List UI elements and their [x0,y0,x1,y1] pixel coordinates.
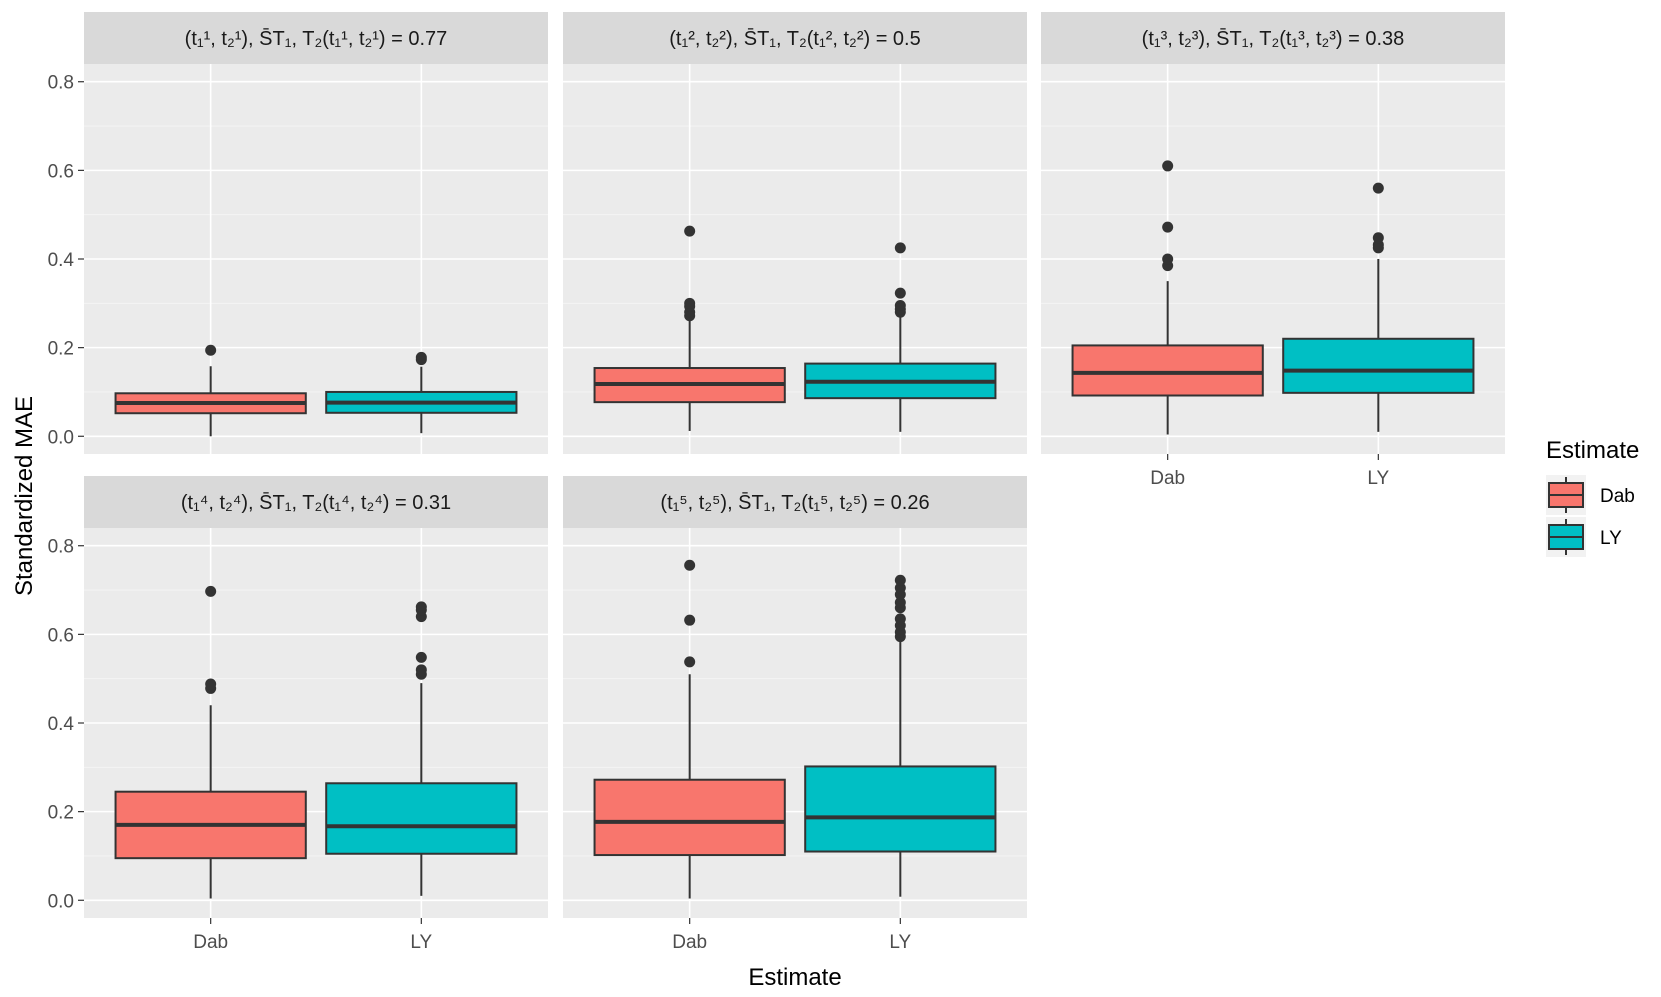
outlier-point [415,351,427,363]
outlier-point [684,614,696,626]
outlier-point [415,651,427,663]
legend: Estimate Dab LY [1546,437,1639,557]
outlier-point [1372,182,1384,194]
outlier-point [894,300,906,312]
y-tick-label: 0.0 [48,427,74,448]
legend-title: Estimate [1546,437,1639,464]
facet-strip [84,476,548,528]
facet-title: (t₁⁴, t₂⁴), S̄T₁, T₂(t₁⁴, t₂⁴) = 0.31 [181,491,451,514]
x-tick-label: Dab [672,932,707,953]
outlier-point [1162,253,1174,265]
box-ly [325,601,518,896]
legend-label: Dab [1600,486,1635,507]
y-tick-label: 0.4 [48,250,75,271]
box-body [593,778,786,857]
facet-title: (t₁¹, t₂¹), S̄T₁, T₂(t₁¹, t₂¹) = 0.77 [185,27,448,50]
box-body [325,782,518,855]
box-body [1071,344,1264,397]
box-ly [804,574,997,897]
outlier-point [894,582,906,594]
y-tick-label: 0.8 [48,73,74,94]
facet-title: (t₁³, t₂³), S̄T₁, T₂(t₁³, t₂³) = 0.38 [1142,27,1405,50]
outlier-point [205,585,217,597]
box-dab [114,585,307,899]
y-tick-label: 0.2 [48,339,74,360]
outlier-point [894,596,906,608]
outlier-point [894,287,906,299]
facet-panel-4: (t₁⁴, t₂⁴), S̄T₁, T₂(t₁⁴, t₂⁴) = 0.31 0.0… [48,476,548,953]
legend-label: LY [1600,528,1622,549]
x-tick-label: LY [889,932,911,953]
outlier-point [1162,221,1174,233]
facet-panel-1: (t₁¹, t₂¹), S̄T₁, T₂(t₁¹, t₂¹) = 0.77 0.0… [48,12,548,454]
x-tick-label: LY [1367,468,1389,489]
y-tick-label: 0.6 [48,161,74,182]
outlier-point [415,601,427,613]
outlier-point [205,678,217,690]
facet-panel-2: (t₁², t₂²), S̄T₁, T₂(t₁², t₂²) = 0.5 [563,12,1027,454]
y-tick-label: 0.8 [48,537,74,558]
outlier-point [894,574,906,586]
outlier-point [1162,160,1174,172]
outlier-point [684,225,696,237]
facet-title: (t₁², t₂²), S̄T₁, T₂(t₁², t₂²) = 0.5 [669,27,921,50]
facet-strip [1041,12,1505,64]
y-tick-label: 0.0 [48,891,74,912]
x-tick-label: Dab [1150,468,1185,489]
facet-title: (t₁⁵, t₂⁵), S̄T₁, T₂(t₁⁵, t₂⁵) = 0.26 [660,491,929,514]
y-tick-label: 0.4 [48,714,75,735]
y-axis-title: Standardized MAE [11,396,38,596]
facet-panel-3: (t₁³, t₂³), S̄T₁, T₂(t₁³, t₂³) = 0.38 Dab… [1041,12,1505,489]
facet-strip [84,12,548,64]
box-dab [593,559,786,899]
box-ly [1282,182,1475,432]
box-dab [1071,160,1264,435]
box-dab [593,225,786,431]
outlier-point [894,613,906,625]
facet-panels: (t₁¹, t₂¹), S̄T₁, T₂(t₁¹, t₂¹) = 0.77 0.0… [48,12,1505,953]
outlier-point [684,559,696,571]
outlier-point [684,656,696,668]
outlier-point [894,242,906,254]
box-body [804,765,997,853]
box-ly [804,242,997,432]
x-axis-title: Estimate [748,964,841,991]
outlier-point [415,664,427,676]
legend-key-dab: Dab [1546,475,1635,515]
y-tick-label: 0.2 [48,803,74,824]
facet-strip [563,476,1027,528]
facet-panel-5: (t₁⁵, t₂⁵), S̄T₁, T₂(t₁⁵, t₂⁵) = 0.26 Dab… [563,476,1027,953]
y-tick-label: 0.6 [48,625,74,646]
box-ly [325,351,518,434]
x-tick-label: LY [410,932,432,953]
x-tick-label: Dab [193,932,228,953]
outlier-point [1372,232,1384,244]
legend-key-ly: LY [1546,517,1622,557]
box-dab [114,344,307,437]
outlier-point [684,297,696,309]
box-body [1282,337,1475,394]
outlier-point [205,344,217,356]
facet-strip [563,12,1027,64]
